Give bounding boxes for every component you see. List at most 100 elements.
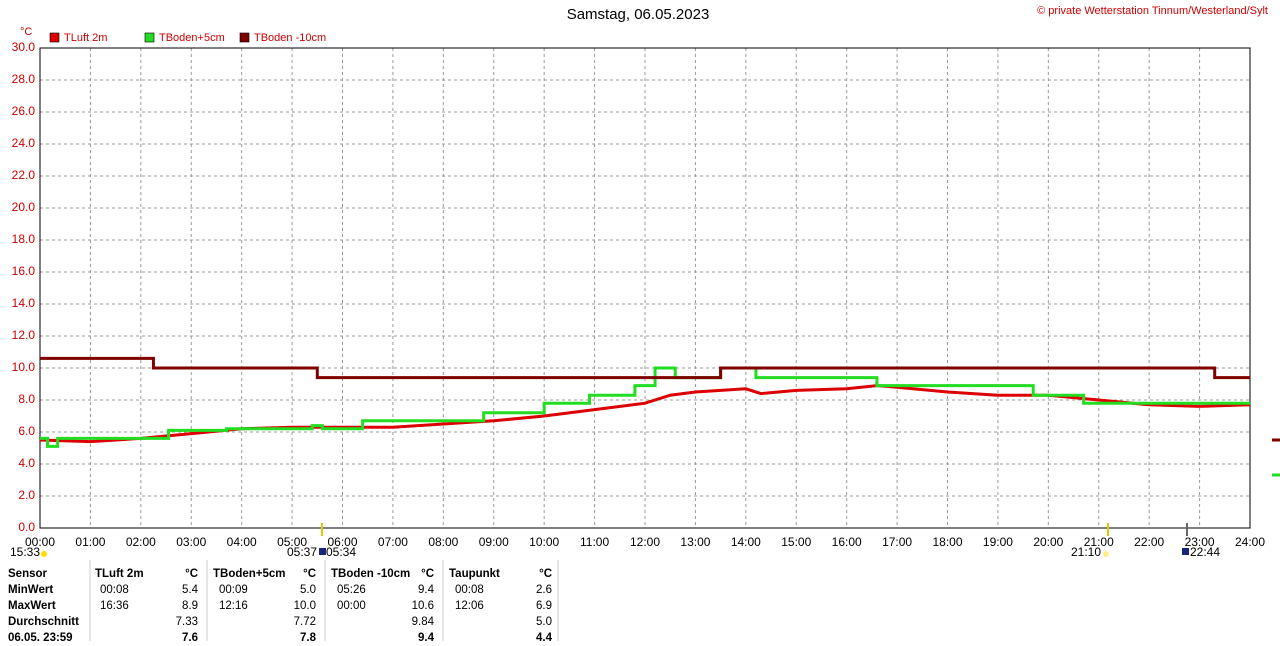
table-header: TLuft 2m [95,568,144,580]
moon-icon [319,548,326,555]
y-tick-label: 2.0 [18,488,35,502]
table-cell: 10.6 [412,600,434,612]
copyright: © private Wetterstation Tinnum/Westerlan… [1037,5,1268,17]
event-label: 21:10 [1071,545,1101,559]
y-tick-label: 18.0 [12,232,36,246]
event-markers: 15:33 05:37 05:34 21:10 22:44 [10,523,1220,559]
moon-icon [1182,548,1189,555]
y-tick-label: 26.0 [12,104,36,118]
legend-swatch [144,32,155,43]
table-cell: 9.84 [412,616,435,628]
legend-label: TLuft 2m [64,32,107,44]
table-cell: 6.9 [536,600,552,612]
y-tick-label: 0.0 [18,520,35,534]
legend-swatch [239,32,250,43]
y-tick-label: 14.0 [12,296,36,310]
x-tick-label: 16:00 [832,535,862,549]
x-tick-label: 12:00 [630,535,660,549]
y-tick-label: 30.0 [12,40,36,54]
y-axis-label: °C [20,26,32,38]
row-label: MinWert [8,584,53,596]
legend-label: TBoden+5cm [159,32,225,44]
legend: TLuft 2m TBoden+5cm TBoden -10cm [49,32,326,44]
table-cell: 00:08 [100,584,129,596]
table-cell: 12:06 [455,600,484,612]
y-tick-label: 8.0 [18,392,35,406]
x-tick-label: 00:00 [25,535,55,549]
table-cell: 5.4 [182,584,199,596]
sun-icon [1103,551,1109,557]
y-tick-label: 12.0 [12,328,36,342]
table-cell: 00:00 [337,600,366,612]
x-tick-label: 20:00 [1033,535,1063,549]
x-tick-label: 22:00 [1134,535,1164,549]
y-tick-label: 20.0 [12,200,36,214]
table-cell: 7.72 [294,616,316,628]
plot-border [39,47,1251,529]
table-cell: 2.6 [536,584,552,596]
grid: 0.0 2.0 4.0 6.0 8.0 10.0 12.0 14.0 16.0 18.0 20.0 2… [12,40,1266,549]
table-cell: 7.33 [176,616,198,628]
table-header: °C [539,568,552,580]
sun-icon [41,551,47,557]
table-cell: 7.8 [300,632,317,641]
y-tick-label: 24.0 [12,136,36,150]
lines [39,356,1251,448]
table-header: °C [421,568,434,580]
y-tick-label: 28.0 [12,72,36,86]
y-tick-label: 10.0 [12,360,36,374]
x-tick-label: 15:00 [781,535,811,549]
x-tick-label: 03:00 [176,535,206,549]
y-tick-label: 22.0 [12,168,36,182]
x-tick-label: 21:00 [1084,535,1114,549]
event-label: 15:33 [10,545,40,559]
legend-swatch [49,32,60,43]
table-header: TBoden -10cm [331,568,410,580]
table-cell: 8.9 [182,600,198,612]
x-tick-label: 14:00 [731,535,761,549]
y-tick-label: 16.0 [12,264,36,278]
x-tick-label: 19:00 [983,535,1013,549]
event-label: 22:44 [1190,545,1220,559]
row-label: MaxWert [8,600,56,612]
table-cell: 12:16 [219,600,248,612]
table-cell: 9.4 [418,584,435,596]
table-cell: 5.0 [536,616,552,628]
table-cell: 00:08 [455,584,484,596]
x-tick-label: 02:00 [126,535,156,549]
x-tick-label: 04:00 [227,535,257,549]
x-tick-label: 13:00 [680,535,710,549]
row-label: 06.05. 23:59 [8,632,73,641]
x-tick-label: 08:00 [428,535,458,549]
table-header: Sensor [8,568,48,580]
event-label: 05:34 [326,545,356,559]
x-tick-label: 17:00 [882,535,912,549]
event-label: 05:37 [287,545,317,559]
right-indicators [1272,438,1280,477]
x-tick-label: 18:00 [932,535,962,549]
table-header: TBoden+5cm [213,568,286,580]
x-tick-label: 07:00 [378,535,408,549]
table-cell: 10.0 [294,600,316,612]
x-tick-label: 06:00 [327,535,357,549]
table-cell: 9.4 [418,632,435,641]
y-tick-label: 4.0 [18,456,35,470]
table-cell: 00:09 [219,584,248,596]
series-line [40,366,1250,448]
x-tick-label: 05:00 [277,535,307,549]
table-cell: 4.4 [536,632,553,641]
table-cell: 5.0 [300,584,316,596]
x-tick-label: 23:00 [1185,535,1215,549]
table-header: °C [303,568,316,580]
x-tick-label: 11:00 [580,535,609,549]
x-tick-label: 10:00 [529,535,559,549]
x-tick-label: 24:00 [1235,535,1265,549]
legend-label: TBoden -10cm [254,32,326,44]
table-header: °C [185,568,198,580]
table-cell: 05:26 [337,584,366,596]
table-cell: 7.6 [182,632,198,641]
chart-title: Samstag, 06.05.2023 [567,6,710,23]
